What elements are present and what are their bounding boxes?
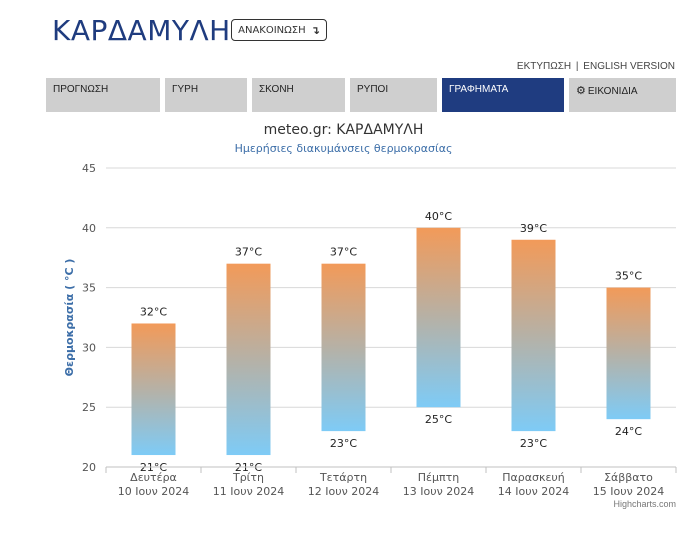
x-tick-date-label: 12 Ιουν 2024 <box>308 485 379 498</box>
tab-label: ΡΥΠΟΙ <box>357 84 389 95</box>
link-separator: | <box>575 61 579 72</box>
temperature-range-bar <box>511 239 556 432</box>
x-tick-day-label: Παρασκευή <box>502 471 565 484</box>
tab-icons[interactable]: ⚙ ΕΙΚΟΝΙΔΙΑ <box>569 78 676 112</box>
tab-label: ΓΡΑΦΗΜΑΤΑ <box>449 84 509 95</box>
high-temp-label: 40°C <box>425 210 452 223</box>
low-temp-label: 23°C <box>520 437 547 450</box>
tab-charts[interactable]: ΓΡΑΦΗΜΑΤΑ <box>442 78 564 112</box>
y-tick-label: 20 <box>82 461 96 474</box>
tab-dust[interactable]: ΣΚΟΝΗ <box>252 78 345 112</box>
low-temp-label: 24°C <box>615 425 642 438</box>
x-tick-date-label: 13 Ιουν 2024 <box>403 485 474 498</box>
x-tick-day-label: Τρίτη <box>232 471 264 484</box>
temperature-range-bar <box>131 323 176 456</box>
high-temp-label: 37°C <box>330 246 357 259</box>
y-tick-label: 30 <box>82 341 96 354</box>
tab-label: ΠΡΟΓΝΩΣΗ <box>53 84 109 95</box>
temperature-range-bar <box>416 227 461 408</box>
high-temp-label: 37°C <box>235 246 262 259</box>
x-tick-day-label: Δευτέρα <box>130 471 177 484</box>
x-tick-day-label: Πέμπτη <box>418 471 459 484</box>
tab-label: ΣΚΟΝΗ <box>259 84 294 95</box>
x-tick-day-label: Τετάρτη <box>319 471 367 484</box>
high-temp-label: 39°C <box>520 222 547 235</box>
y-tick-label: 25 <box>82 401 96 414</box>
y-tick-label: 40 <box>82 222 96 235</box>
announcement-button[interactable]: ΑΝΑΚΟΙΝΩΣΗ ↴ <box>231 19 327 41</box>
y-axis-title: Θερμοκρασία ( °C ) <box>63 259 76 377</box>
tab-label: ΓΥΡΗ <box>172 84 199 95</box>
high-temp-label: 35°C <box>615 270 642 283</box>
low-temp-label: 25°C <box>425 413 452 426</box>
tab-pollutants[interactable]: ΡΥΠΟΙ <box>350 78 437 112</box>
tab-bar: ΠΡΟΓΝΩΣΗ ΓΥΡΗ ΣΚΟΝΗ ΡΥΠΟΙ ΓΡΑΦΗΜΑΤΑ ⚙ ΕΙΚ… <box>46 78 676 112</box>
chart-credits[interactable]: Highcharts.com <box>613 499 676 509</box>
tab-pollen[interactable]: ΓΥΡΗ <box>165 78 247 112</box>
english-version-link[interactable]: ENGLISH VERSION <box>583 61 675 72</box>
announcement-label: ΑΝΑΚΟΙΝΩΣΗ <box>238 24 306 36</box>
top-links: ΕΚΤΥΠΩΣΗ | ENGLISH VERSION <box>517 61 675 72</box>
x-tick-day-label: Σάββατο <box>604 471 653 484</box>
page-title: ΚΑΡΔΑΜΥΛΗ <box>52 14 231 47</box>
print-link[interactable]: ΕΚΤΥΠΩΣΗ <box>516 61 572 72</box>
temperature-range-bar <box>321 263 366 432</box>
tab-forecast[interactable]: ΠΡΟΓΝΩΣΗ <box>46 78 160 112</box>
x-tick-date-label: 14 Ιουν 2024 <box>498 485 569 498</box>
arrow-down-icon: ↴ <box>310 23 320 37</box>
x-tick-date-label: 10 Ιουν 2024 <box>118 485 189 498</box>
tab-label: ΕΙΚΟΝΙΔΙΑ <box>587 86 638 97</box>
chart-subtitle: Ημερήσιες διακυμάνσεις θερμοκρασίας <box>234 142 453 155</box>
gear-icon: ⚙ <box>576 85 586 97</box>
chart-title: meteo.gr: ΚΑΡΔΑΜΥΛΗ <box>263 122 424 138</box>
low-temp-label: 21°C <box>235 461 262 474</box>
high-temp-label: 32°C <box>140 305 167 318</box>
temperature-range-bar <box>226 263 271 456</box>
temperature-range-bar <box>606 287 651 420</box>
y-tick-label: 45 <box>82 162 96 175</box>
x-tick-date-label: 11 Ιουν 2024 <box>213 485 284 498</box>
y-tick-label: 35 <box>82 282 96 295</box>
low-temp-label: 21°C <box>140 461 167 474</box>
low-temp-label: 23°C <box>330 437 357 450</box>
x-tick-date-label: 15 Ιουν 2024 <box>593 485 664 498</box>
